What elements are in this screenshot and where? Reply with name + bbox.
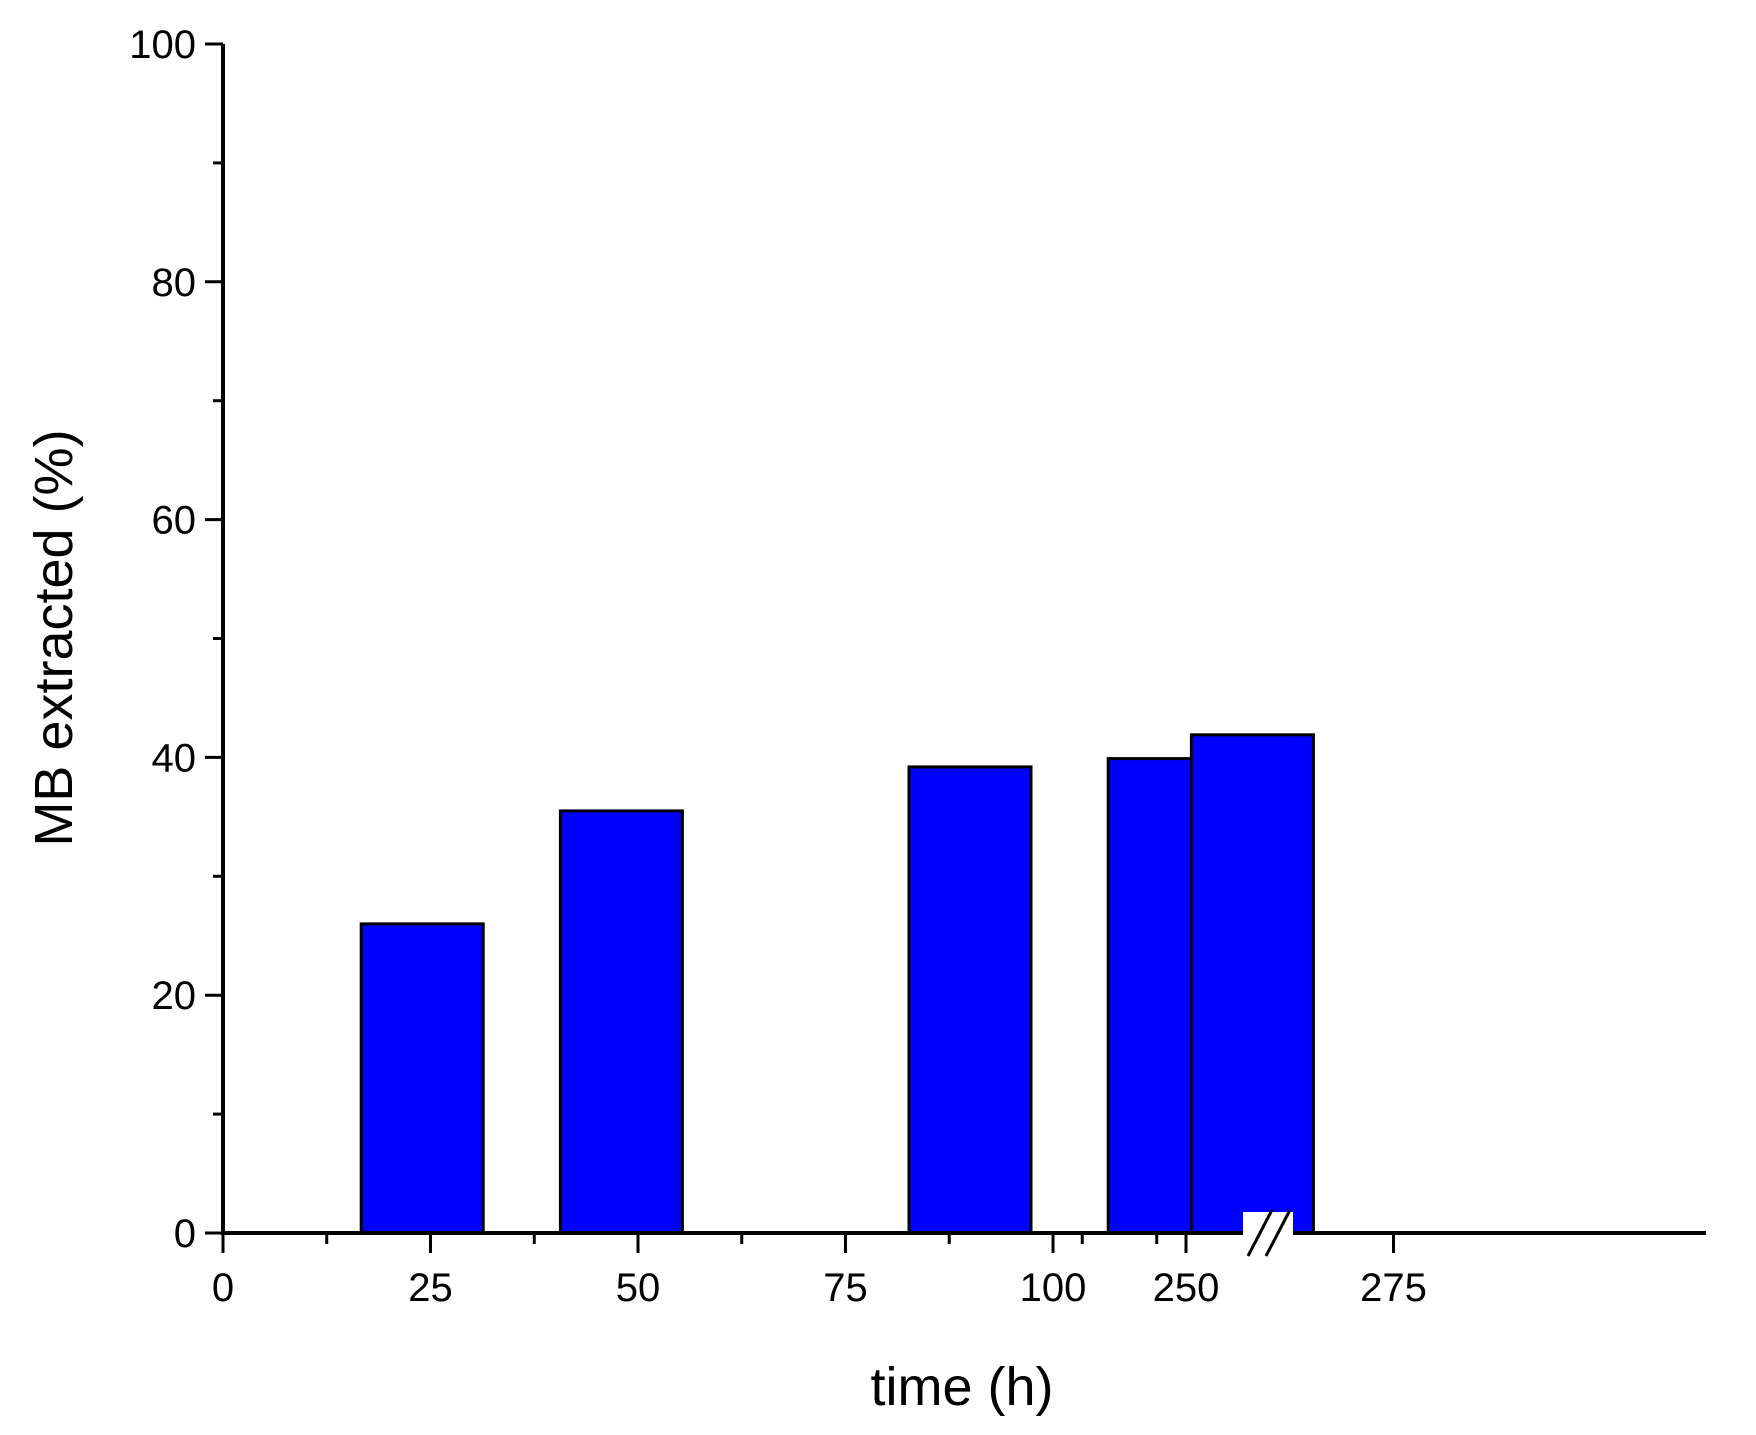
- x-tick-label: 25: [408, 1266, 453, 1310]
- bar-2: [907, 765, 1033, 1235]
- y-tick-label: 100: [129, 23, 196, 67]
- y-tick-label: 60: [152, 499, 197, 543]
- x-tick-label: 100: [1020, 1266, 1087, 1310]
- x-axis-title: time (h): [870, 1357, 1053, 1417]
- y-tick-label: 80: [152, 261, 197, 305]
- bar-4: [1189, 733, 1315, 1235]
- bar-1: [558, 809, 684, 1235]
- x-tick-label: 0: [212, 1266, 234, 1310]
- x-axis-break-mark: [1243, 1209, 1293, 1257]
- bars-group: [359, 733, 1315, 1235]
- y-tick-label: 0: [174, 1212, 196, 1256]
- y-ticks-group: 0 20 40 60 80 100: [129, 23, 223, 1256]
- x-tick-label: 275: [1360, 1266, 1427, 1310]
- x-tick-label: 50: [616, 1266, 661, 1310]
- bar-0: [359, 922, 485, 1235]
- axis-break-slash-1: [1246, 1209, 1274, 1257]
- axis-break-slash-2: [1264, 1209, 1292, 1257]
- y-tick-label: 20: [152, 974, 197, 1018]
- y-tick-label: 40: [152, 736, 197, 780]
- x-tick-label: 250: [1153, 1266, 1220, 1310]
- x-ticks-group: 0 25 50 75 100 250 275: [212, 1233, 1427, 1310]
- y-axis-title: MB extracted (%): [24, 429, 84, 846]
- x-tick-label: 75: [823, 1266, 868, 1310]
